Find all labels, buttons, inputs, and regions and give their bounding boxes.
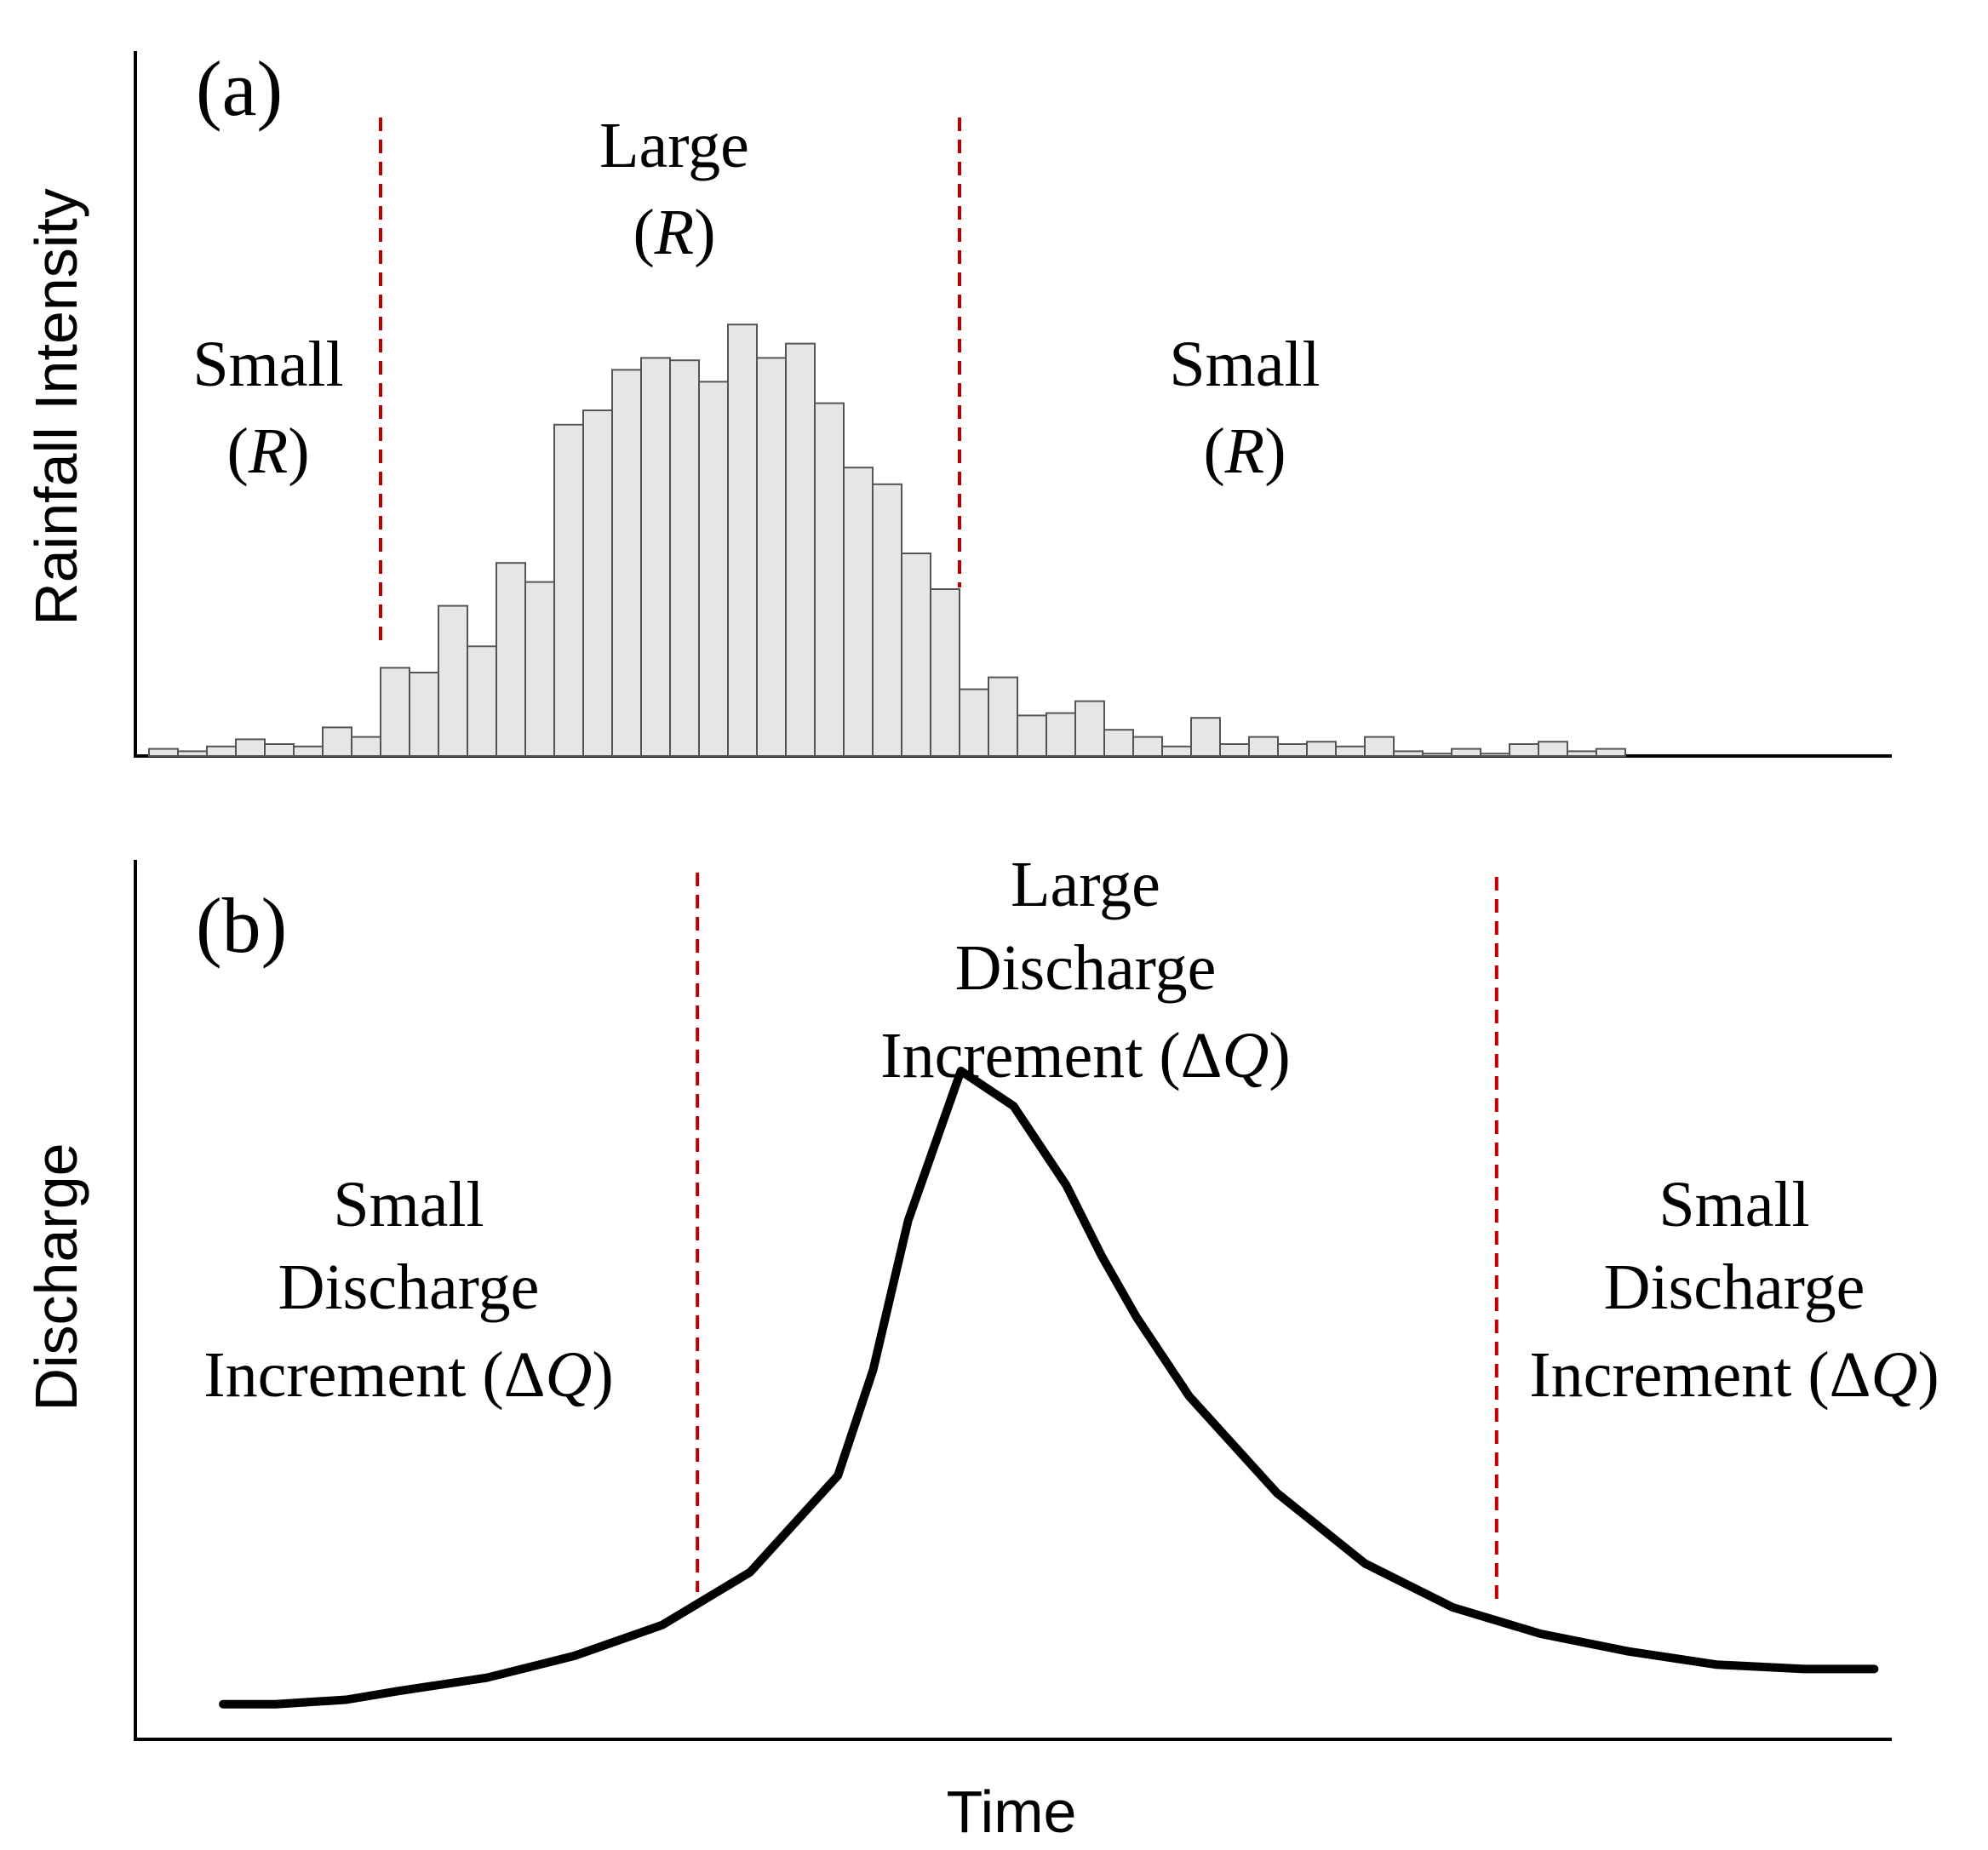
rainfall-bar [1277, 743, 1308, 757]
rainfall-bar [351, 736, 381, 757]
rainfall-bar [496, 562, 526, 758]
panel-b-label: (b) [196, 882, 287, 969]
region-b-center-line2: Discharge [955, 932, 1217, 1004]
rainfall-bar [1393, 750, 1424, 758]
panel-b-x-axis-title: Time [947, 1778, 1077, 1845]
rainfall-bar [930, 588, 960, 757]
rainfall-bar [1335, 745, 1366, 757]
region-a-left-sub-var: R [248, 415, 288, 487]
region-b-left-line2: Discharge [278, 1251, 540, 1323]
delta-symbol: Δ [1830, 1339, 1871, 1411]
region-b-center-line3: Increment (ΔQ) [880, 1020, 1290, 1091]
rainfall-bar [380, 667, 410, 758]
region-b-left-line3-text: Increment ( [203, 1339, 503, 1411]
rainfall-bar [177, 750, 208, 758]
region-b-left-dq: ΔQ [504, 1339, 593, 1411]
panel-a: (a) Rainfall Intensity Small (R) Large (… [23, 45, 1892, 758]
region-b-right-line1: Small [1659, 1169, 1809, 1240]
panel-a-y-axis-title: Rainfall Intensity [23, 188, 89, 626]
region-b-center-line3-text: Increment ( [880, 1020, 1180, 1091]
region-b-left-line3: Increment (ΔQ) [203, 1339, 613, 1411]
rainfall-bar [727, 324, 758, 757]
rainfall-bar [1132, 736, 1163, 757]
region-b-right-line3-text: Increment ( [1529, 1339, 1829, 1411]
rainfall-bar [872, 483, 902, 757]
region-b-center-line1: Large [1011, 849, 1160, 920]
rainfall-bar [1103, 729, 1134, 758]
rainfall-bar [467, 645, 497, 758]
rainfall-bar [148, 747, 179, 757]
rainfall-bar [409, 672, 439, 757]
region-a-right-sub-var: R [1224, 415, 1264, 487]
rainfall-bar [1017, 714, 1047, 758]
rainfall-bar [1161, 745, 1192, 757]
region-a-center-label: Large [599, 110, 749, 181]
rainfall-bar [553, 423, 584, 757]
region-a-right-sub: (R) [1203, 415, 1286, 487]
rainfall-bar [1190, 717, 1221, 758]
rainfall-bar [235, 738, 266, 758]
q-symbol: Q [546, 1339, 593, 1411]
region-a-center-sub-var: R [654, 197, 694, 268]
rainfall-bar [901, 553, 931, 757]
rainfall-bar [1219, 743, 1250, 757]
rainfall-bar [1480, 753, 1510, 758]
rainfall-bar [698, 381, 729, 757]
rainfall-bar [640, 357, 671, 757]
rainfall-bar [1567, 750, 1597, 758]
rainfall-bar [1306, 741, 1337, 758]
rainfall-bar [293, 745, 324, 757]
panel-b: (b) Discharge Time Small Discharge Incre… [23, 849, 1939, 1845]
rainfall-bar [1248, 736, 1279, 757]
region-b-right-line2: Discharge [1604, 1251, 1865, 1323]
rainfall-bar [582, 410, 613, 757]
region-a-center-sub: (R) [633, 197, 715, 268]
rainfall-bar [264, 743, 295, 757]
rainfall-bar [843, 467, 874, 757]
rainfall-bar [206, 745, 237, 757]
rainfall-bar [814, 402, 845, 757]
rainfall-bar [785, 342, 816, 757]
region-a-left-label: Small [192, 329, 343, 400]
rainfall-bar [1538, 741, 1568, 758]
rainfall-bar [1422, 753, 1452, 758]
rainfall-bar [669, 359, 700, 757]
panel-b-y-axis-title: Discharge [23, 1143, 89, 1411]
discharge-line [219, 1066, 1879, 1709]
rainfall-bars [148, 324, 1626, 758]
rainfall-bar [1046, 712, 1076, 757]
panel-a-label: (a) [196, 45, 283, 132]
region-b-left-line1: Small [333, 1169, 484, 1240]
rainfall-bar [988, 676, 1018, 757]
rainfall-bar [756, 357, 787, 757]
delta-symbol: Δ [1181, 1020, 1223, 1091]
rainfall-bar [1509, 743, 1539, 757]
rainfall-bar [1596, 747, 1626, 757]
region-b-right-line3: Increment (ΔQ) [1529, 1339, 1939, 1411]
rainfall-bar [1364, 736, 1395, 757]
region-a-left-sub: (R) [226, 415, 309, 487]
rainfall-bar [322, 726, 352, 758]
rainfall-bar [959, 688, 989, 757]
rainfall-bar [1074, 700, 1105, 757]
rainfall-bar [524, 581, 555, 757]
rainfall-bar [438, 604, 468, 757]
delta-symbol: Δ [504, 1339, 546, 1411]
region-b-right-dq: ΔQ [1830, 1339, 1918, 1411]
rainfall-bar [1451, 747, 1481, 757]
q-symbol: Q [1871, 1339, 1918, 1411]
region-a-right-label: Small [1169, 329, 1320, 400]
region-b-center-dq: ΔQ [1181, 1020, 1269, 1091]
rainfall-bar [611, 369, 642, 757]
q-symbol: Q [1223, 1020, 1269, 1091]
